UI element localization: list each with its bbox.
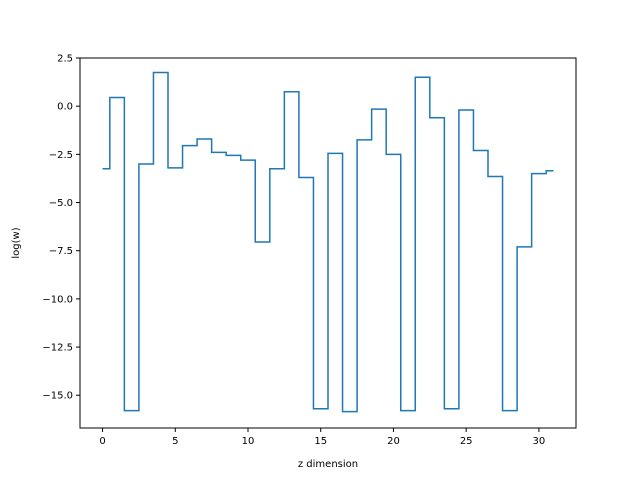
y-tick-label: −5.0 [49, 198, 73, 209]
x-tick-label: 20 [387, 436, 400, 447]
ticks: 0 5 10 15 20 25 30 2.5 0.0 −2.5 −5.0 −7.5 −10.0 −12.5… [42, 54, 545, 448]
y-tick-label: −7.5 [49, 246, 73, 257]
plot-area [102, 71, 554, 413]
y-tick-label: −2.5 [49, 150, 73, 161]
y-axis-label: log(w) [11, 227, 22, 258]
y-tick-label: 0.0 [57, 102, 73, 113]
y-tick-label: 2.5 [57, 54, 73, 65]
x-tick-label: 30 [533, 436, 546, 447]
x-tick-label: 5 [172, 436, 178, 447]
x-axis-label: z dimension [298, 459, 358, 470]
axes-frame [79, 57, 577, 429]
y-tick-label: −10.0 [42, 294, 73, 305]
x-tick-label: 25 [460, 436, 473, 447]
x-tick-label: 0 [99, 436, 105, 447]
x-tick-label: 10 [242, 436, 255, 447]
x-tick-label: 15 [314, 436, 327, 447]
y-tick-label: −12.5 [42, 343, 73, 354]
series-line [102, 71, 554, 413]
y-tick-label: −15.0 [42, 391, 73, 402]
